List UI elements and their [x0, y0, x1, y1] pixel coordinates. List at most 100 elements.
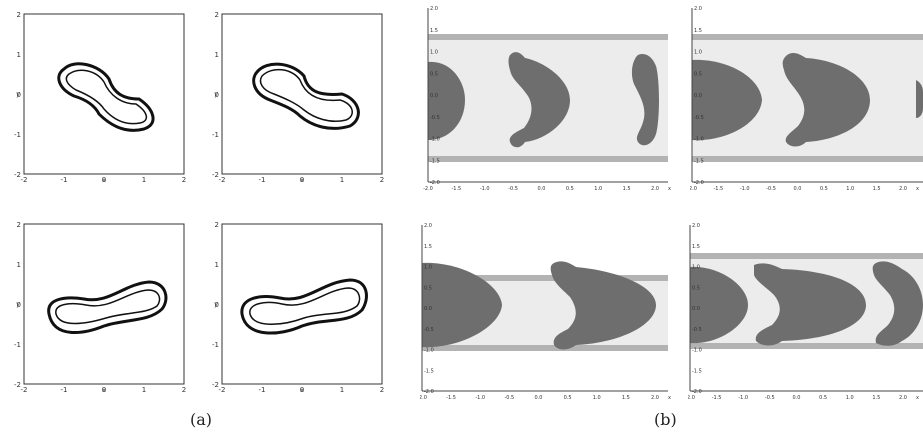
caption-a: (a) [190, 410, 213, 429]
x-tick-label: 2 [182, 176, 186, 184]
y-tick-label: 0 [215, 301, 219, 309]
y-tick-label: 1 [215, 261, 219, 269]
x-tick-label: 2.0 [651, 395, 659, 401]
y-tick-label: -1.5 [430, 158, 440, 164]
panel-b-bottom-right: -2.0 -1.5 -1.0 -0.5 0.0 0.5 1.0 1.5 2.0 x 2.0 1.5 1.… [688, 223, 923, 401]
x-tick-label: 0 [102, 176, 106, 184]
x-tick-label: -1.5 [451, 186, 461, 192]
x-axis-label: x [102, 177, 106, 184]
y-tick-label: 1.5 [694, 28, 702, 34]
y-tick-label: 0.5 [424, 285, 432, 291]
droplet [508, 52, 570, 148]
x-tick-label: -0.5 [504, 395, 514, 401]
x-tick-label: 1 [340, 386, 344, 394]
x-tick-label: -2 [219, 386, 226, 394]
x-tick-label: -1.5 [713, 186, 723, 192]
wall-bottom [422, 345, 668, 351]
y-tick-label: 0 [17, 91, 21, 99]
caption-b: (b) [654, 410, 677, 429]
y-tick-label: -0.5 [692, 327, 702, 333]
y-tick-label: 1.5 [424, 244, 432, 250]
interface-curve [57, 62, 155, 132]
x-tick-label: -1.0 [480, 186, 490, 192]
x-axis-label: x [916, 186, 919, 192]
x-tick-label: 0.0 [535, 395, 543, 401]
x-tick-label: 0 [300, 386, 304, 394]
y-tick-label: 1.5 [692, 244, 700, 250]
x-axis-label: x [668, 395, 671, 401]
x-tick-label: 1.0 [594, 186, 602, 192]
x-tick-label: -2 [21, 386, 28, 394]
x-tick-label: 1 [142, 386, 146, 394]
x-tick-label: -1 [61, 176, 68, 184]
y-tick-label: -1 [212, 341, 219, 349]
droplet [754, 263, 866, 346]
y-tick-label: 0.5 [692, 285, 700, 291]
wall-bottom [428, 156, 668, 162]
x-tick-label: 1.5 [622, 395, 630, 401]
x-tick-label: -2 [219, 176, 226, 184]
y-tick-label: -0.5 [424, 327, 434, 333]
y-tick-label: -2.0 [694, 180, 704, 186]
y-axis-label: y [214, 301, 218, 308]
y-tick-label: 0.0 [694, 93, 702, 99]
x-tick-label: 2 [380, 386, 384, 394]
panel-b-top-left: -2.0 -1.5 -1.0 -0.5 0.0 0.5 1.0 1.5 2.0 x 2.0 1.5 1.… [423, 6, 671, 192]
y-tick-label: -1 [14, 341, 21, 349]
panel-b-bottom-left: -2.0 -1.5 -1.0 -0.5 0.0 0.5 1.0 1.5 2.0 x 2.0 1.5 1.… [420, 223, 671, 401]
y-tick-label: -2.0 [424, 389, 434, 395]
x-tick-label: 2 [182, 386, 186, 394]
x-tick-label: 0.5 [819, 395, 827, 401]
y-axis-label: y [16, 301, 20, 308]
x-axis-label: x [300, 177, 304, 184]
x-tick-label: -0.5 [508, 186, 518, 192]
y-tick-label: -2 [14, 171, 21, 179]
y-tick-label: -0.5 [430, 115, 440, 121]
panel-b-top-right: -2.0 -1.5 -1.0 -0.5 0.0 0.5 1.0 1.5 2.0 x 2.0 1.5 1.… [690, 6, 923, 192]
y-tick-label: 0.0 [692, 306, 700, 312]
y-tick-label: 1.0 [430, 50, 438, 56]
y-tick-label: -1 [212, 131, 219, 139]
x-tick-label: 0.5 [820, 186, 828, 192]
x-tick-label: 0.0 [793, 395, 801, 401]
droplet [550, 261, 656, 350]
x-tick-label: -2.0 [688, 395, 695, 401]
x-tick-label: -1 [61, 386, 68, 394]
x-tick-label: -1 [259, 176, 266, 184]
droplet [690, 266, 748, 344]
wall-top [422, 275, 668, 281]
y-tick-label: -1.0 [430, 137, 440, 143]
x-tick-label: -1.0 [738, 395, 748, 401]
y-tick-label: 0 [215, 91, 219, 99]
interface-curve [240, 278, 368, 335]
y-axis-label: y [16, 91, 20, 98]
y-tick-label: -2.0 [692, 389, 702, 395]
x-tick-label: -1.5 [446, 395, 456, 401]
droplet [631, 54, 659, 146]
y-tick-label: -2.0 [430, 180, 440, 186]
x-tick-label: 2 [380, 176, 384, 184]
y-tick-label: 2.0 [694, 6, 702, 12]
x-axis-label: x [668, 186, 671, 192]
wall-top [428, 34, 668, 40]
y-axis-label: y [214, 91, 218, 98]
interface-curve [252, 62, 360, 130]
droplet [782, 52, 870, 147]
x-tick-label: 1.5 [623, 186, 631, 192]
panel-a-top-right: -2 -1 0 1 2 2 1 0 -1 -2 x y [212, 11, 384, 184]
y-tick-label: 2.0 [692, 223, 700, 229]
y-tick-label: -1.5 [424, 368, 434, 374]
x-tick-label: -1.5 [712, 395, 722, 401]
y-tick-label: 0.5 [430, 71, 438, 77]
x-tick-label: 0.5 [566, 186, 574, 192]
y-tick-label: 1.0 [694, 50, 702, 56]
y-tick-label: 2 [215, 11, 219, 19]
x-axis-label: x [916, 395, 919, 401]
panel-a-bottom-right: -2 -1 0 1 2 2 1 0 -1 -2 x y [212, 221, 384, 394]
y-tick-label: 0.5 [694, 71, 702, 77]
x-tick-label: 1 [340, 176, 344, 184]
x-tick-label: -2.0 [423, 186, 433, 192]
y-tick-label: -2 [212, 381, 219, 389]
y-tick-label: -1.0 [692, 348, 702, 354]
y-tick-label: 2 [17, 221, 21, 229]
